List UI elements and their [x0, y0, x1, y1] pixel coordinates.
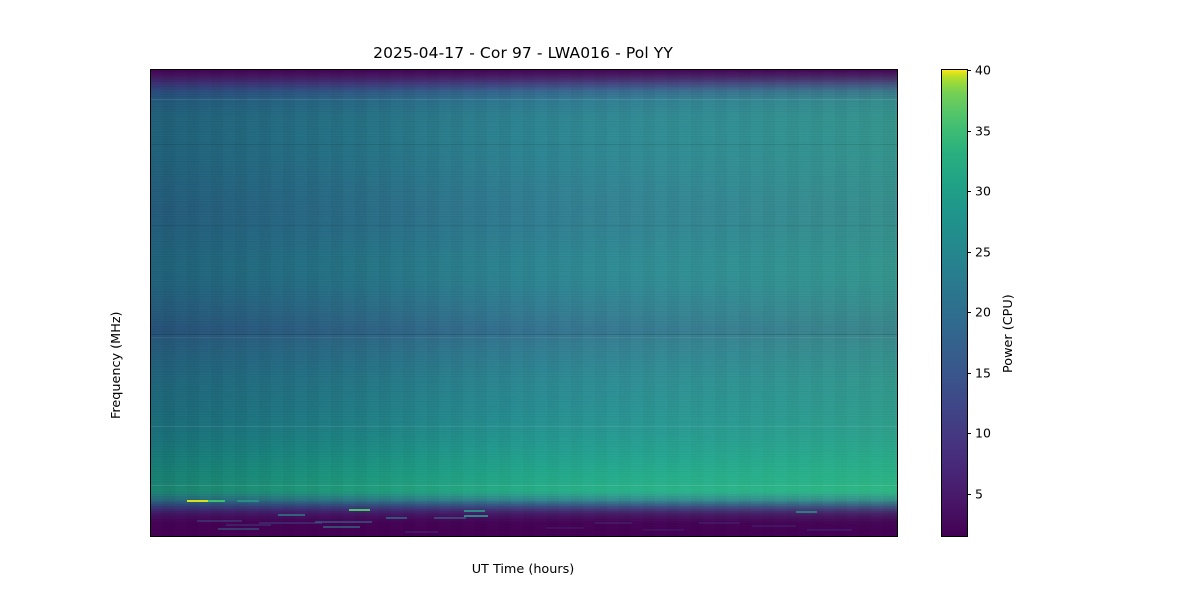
colorbar-tick-label: 25: [975, 244, 991, 260]
x-tick-major: [800, 536, 801, 537]
x-tick-minor: [641, 536, 642, 537]
rfi-streak: [385, 517, 407, 520]
rfi-streak: [348, 508, 370, 511]
plot-title: 2025-04-17 - Cor 97 - LWA016 - Pol YY: [373, 44, 673, 62]
y-tick: [150, 429, 151, 430]
x-tick-minor: [367, 536, 368, 537]
x-tick-minor: [413, 536, 414, 537]
x-tick-minor: [481, 536, 482, 537]
band-boundary-line: [151, 337, 897, 339]
colorbar[interactable]: 5 10 15 20 25 30 35 40: [941, 63, 991, 537]
colorbar-tick: [967, 251, 971, 253]
colorbar-label: Power (CPU): [1001, 294, 1016, 373]
x-tick-major: [572, 536, 573, 537]
bandpass-rolloff-mask: [151, 70, 897, 536]
x-tick-minor: [664, 536, 665, 537]
colorbar-tick-label: 30: [975, 183, 991, 199]
x-tick-major: [686, 536, 687, 537]
x-tick-major: [459, 536, 460, 537]
rfi-streak: [196, 520, 242, 523]
x-tick-minor: [846, 536, 847, 537]
x-tick-major: [231, 536, 232, 537]
dynamic-spectrum-axes[interactable]: 789101112 20304050607080: [150, 69, 898, 537]
band-boundary-line: [151, 426, 897, 428]
y-tick: [150, 171, 151, 172]
x-tick-minor: [162, 536, 163, 537]
x-tick-minor: [276, 536, 277, 537]
rfi-streak: [207, 500, 225, 503]
rfi-streak: [807, 529, 853, 532]
x-tick-minor: [891, 536, 892, 537]
x-tick-minor: [208, 536, 209, 537]
band-boundary-line: [151, 143, 897, 145]
rfi-streak: [225, 523, 272, 526]
x-tick-minor: [732, 536, 733, 537]
x-tick-major: [345, 536, 346, 537]
colorbar-tick-label: 35: [975, 123, 991, 139]
x-tick-minor: [185, 536, 186, 537]
y-axis-label: Frequency (MHz): [109, 311, 124, 419]
rfi-streak: [464, 515, 489, 518]
rfi-streak: [751, 524, 797, 527]
rfi-streak: [434, 516, 466, 519]
colorbar-tick: [967, 130, 971, 132]
rfi-streak: [315, 521, 372, 524]
x-tick-minor: [299, 536, 300, 537]
y-tick: [150, 106, 151, 107]
x-tick-minor: [869, 536, 870, 537]
band-boundary-line: [151, 98, 897, 100]
rfi-streak: [546, 527, 584, 530]
x-tick-minor: [254, 536, 255, 537]
y-tick: [150, 365, 151, 366]
time-bin-texture: [151, 70, 897, 536]
x-tick-minor: [390, 536, 391, 537]
x-tick-minor: [823, 536, 824, 537]
x-axis-label: UT Time (hours): [471, 562, 575, 577]
rfi-streak: [699, 522, 741, 525]
x-tick-minor: [322, 536, 323, 537]
band-boundary-line: [151, 333, 897, 335]
rfi-streak: [186, 500, 208, 503]
colorbar-tick: [967, 372, 971, 374]
rfi-streak: [796, 510, 818, 513]
rfi-streak: [643, 528, 685, 531]
x-tick-minor: [595, 536, 596, 537]
x-tick-minor: [550, 536, 551, 537]
y-tick: [150, 300, 151, 301]
colorbar-tick-label: 40: [975, 62, 991, 78]
colorbar-tick: [967, 433, 971, 435]
colorbar-tick: [967, 493, 971, 495]
colorbar-tick-label: 20: [975, 304, 991, 320]
rfi-streak: [404, 530, 439, 533]
colorbar-tick-label: 15: [975, 365, 991, 381]
x-tick-minor: [709, 536, 710, 537]
colorbar-tick-label: 10: [975, 425, 991, 441]
rfi-streak: [218, 528, 260, 531]
rfi-streak: [322, 526, 360, 529]
y-tick: [150, 494, 151, 495]
frequency-channel-texture: [151, 70, 897, 536]
colorbar-tick-label: 5: [975, 486, 983, 502]
x-tick-minor: [777, 536, 778, 537]
x-tick-minor: [436, 536, 437, 537]
colorbar-tick: [967, 312, 971, 314]
x-tick-minor: [504, 536, 505, 537]
colorbar-tick: [967, 191, 971, 193]
colorbar-tick: [967, 70, 971, 71]
y-tick: [150, 235, 151, 236]
band-boundary-line: [151, 484, 897, 486]
rfi-streak: [259, 522, 322, 525]
band-boundary-line: [151, 224, 897, 226]
rfi-streak: [594, 521, 633, 524]
x-tick-minor: [618, 536, 619, 537]
rfi-streak: [236, 500, 260, 503]
rfi-streak: [277, 514, 305, 517]
rfi-streak: [464, 510, 486, 513]
x-tick-minor: [527, 536, 528, 537]
x-tick-minor: [755, 536, 756, 537]
